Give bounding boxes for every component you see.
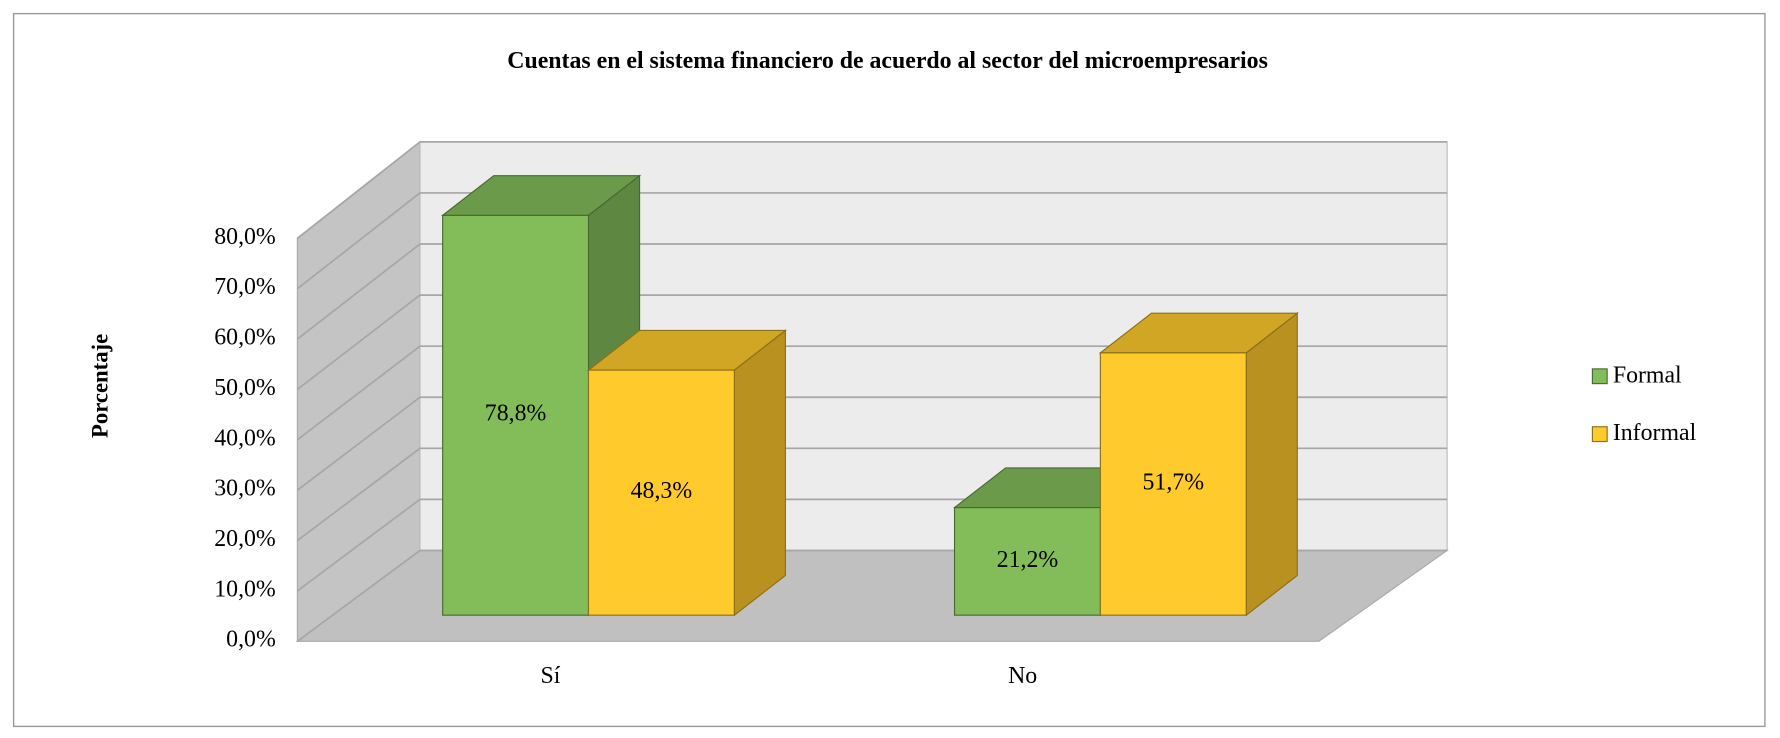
y-tick-label: 50,0% <box>214 375 276 401</box>
value-label: 51,7% <box>1143 469 1205 495</box>
value-label: 48,3% <box>631 478 693 504</box>
legend-label: Informal <box>1613 420 1697 446</box>
value-label: 21,2% <box>997 547 1059 573</box>
legend-swatch <box>1591 426 1608 443</box>
grid-line <box>296 243 421 340</box>
y-tick-label: 60,0% <box>214 325 276 351</box>
y-tick-label: 80,0% <box>214 224 276 250</box>
bar-side <box>733 329 786 617</box>
grid-line <box>296 345 421 441</box>
bar-front <box>442 214 590 616</box>
bar <box>1098 311 1299 617</box>
grid-line <box>296 141 421 240</box>
grid-line <box>296 549 421 642</box>
bar-side <box>1245 311 1298 617</box>
grid-line <box>296 396 421 491</box>
chart-body: Cuentas en el sistema financiero de acue… <box>12 12 1766 728</box>
bar-front <box>587 369 735 616</box>
grid-line <box>296 192 421 290</box>
y-tick-label: 20,0% <box>214 526 276 552</box>
bar-front <box>1099 352 1247 616</box>
legend-swatch <box>1591 368 1608 385</box>
y-tick-label: 70,0% <box>214 274 276 300</box>
chart-title: Cuentas en el sistema financiero de acue… <box>507 48 1268 74</box>
grid-line <box>296 498 421 592</box>
y-tick-label: 10,0% <box>214 576 276 602</box>
legend-label: Formal <box>1613 362 1682 388</box>
bar-front <box>953 507 1101 616</box>
bar <box>586 329 788 617</box>
y-tick-label: 40,0% <box>214 425 276 451</box>
value-label: 78,8% <box>485 401 547 427</box>
x-tick-label: No <box>1008 663 1037 689</box>
grid-line <box>296 447 421 542</box>
grid-line <box>296 294 421 391</box>
y-tick-label: 30,0% <box>214 476 276 502</box>
y-tick-label: 0,0% <box>226 627 276 653</box>
y-axis-label: Porcentaje <box>87 334 112 438</box>
x-tick-label: Sí <box>541 663 561 689</box>
